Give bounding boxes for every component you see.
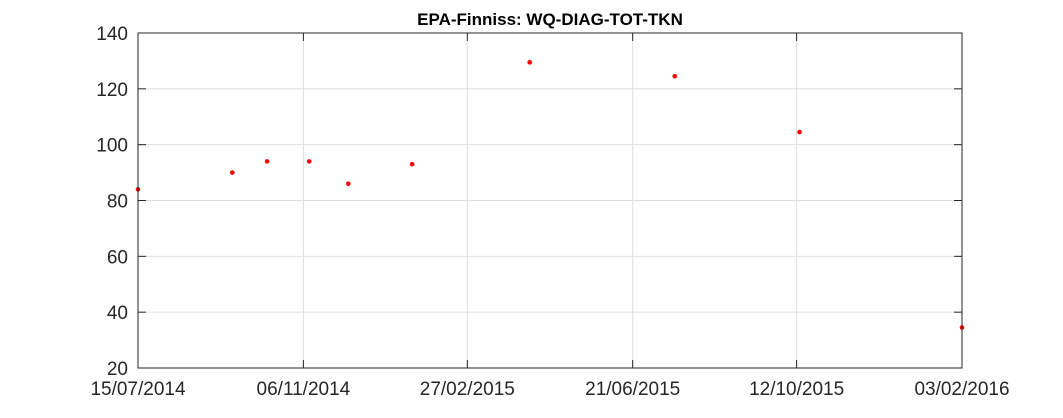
x-tick-label: 12/10/2015	[749, 379, 844, 400]
data-point	[306, 159, 312, 164]
x-tick-label: 15/07/2014	[90, 379, 186, 400]
data-point	[409, 161, 415, 167]
chart-title: EPA-Finniss: WQ-DIAG-TOT-TKN	[417, 10, 683, 29]
y-tick-label: 60	[107, 247, 128, 268]
y-tick-label: 40	[107, 303, 128, 324]
data-point	[672, 73, 678, 79]
y-tick-label: 100	[96, 136, 128, 157]
y-tick-label: 140	[96, 24, 128, 45]
y-tick-label: 80	[107, 192, 128, 213]
data-point	[797, 129, 802, 135]
axis-ticks	[137, 32, 963, 369]
data-point	[346, 181, 351, 187]
data-point	[527, 60, 532, 65]
data-point	[264, 159, 270, 164]
data-points	[135, 60, 965, 330]
tick-labels: 15/07/2014 06/11/2014 27/02/2015 21/06/2015…	[90, 24, 1009, 400]
y-tick-label: 20	[107, 359, 128, 380]
x-tick-label: 03/02/2016	[914, 379, 1009, 400]
data-point	[229, 170, 235, 175]
x-tick-label: 06/11/2014	[257, 379, 351, 400]
x-tick-label: 27/02/2015	[420, 379, 515, 400]
y-tick-label: 120	[96, 80, 128, 101]
x-tick-label: 21/06/2015	[585, 379, 680, 400]
